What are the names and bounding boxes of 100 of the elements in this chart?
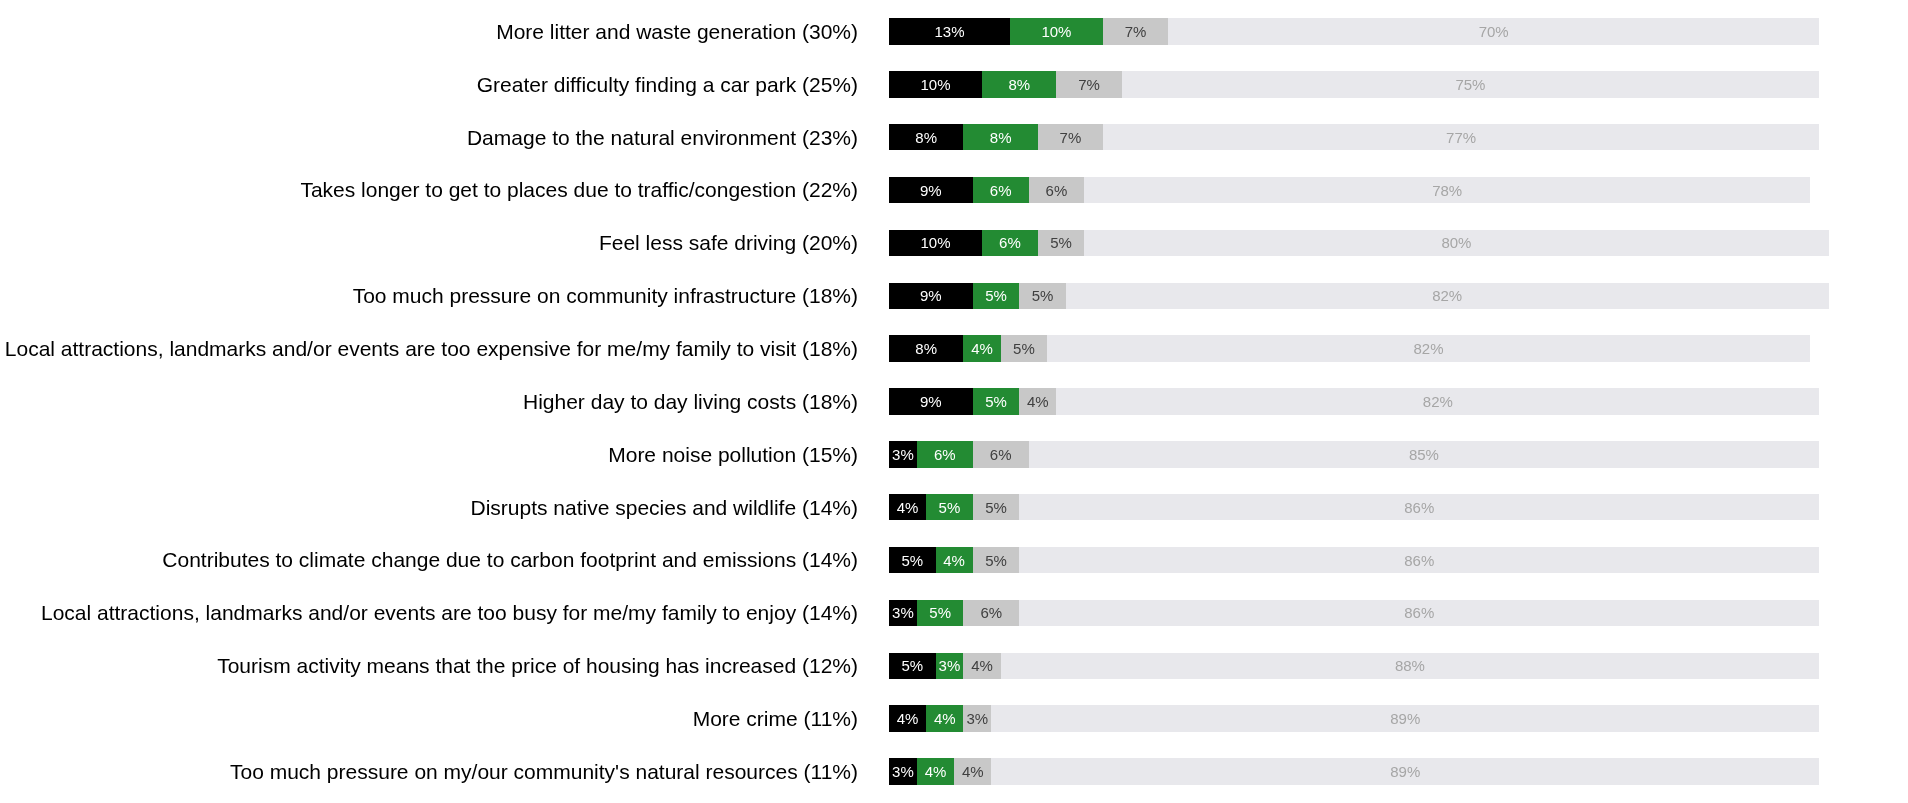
data-label: 7% <box>1078 75 1100 93</box>
data-label: 70% <box>1478 22 1509 40</box>
data-label: 5% <box>901 551 924 569</box>
y-tick-label: More crime (11%) <box>692 707 858 731</box>
y-tick-label: Too much pressure on community infrastructure (18%) <box>352 284 858 308</box>
data-label: 5% <box>929 604 952 622</box>
data-label: 4% <box>933 710 956 728</box>
data-label: 82% <box>1413 340 1444 358</box>
bar <box>1000 652 1820 680</box>
data-label: 5% <box>1013 340 1035 358</box>
data-label: 9% <box>920 287 942 305</box>
y-tick-label: Tourism activity means that the price of housing has increased (12%) <box>217 654 858 678</box>
bar <box>1009 18 1103 45</box>
bar <box>1102 18 1169 45</box>
data-label: 6% <box>1045 181 1068 199</box>
data-label: 4% <box>1026 393 1049 410</box>
bar <box>889 176 973 204</box>
y-tick-label: More litter and waste generation (30%) <box>496 19 858 43</box>
data-label: 4% <box>896 498 919 516</box>
bar <box>1084 229 1829 257</box>
data-label: 89% <box>1390 710 1421 728</box>
data-label: 6% <box>933 445 956 463</box>
data-label: 3% <box>966 710 989 728</box>
data-label: 7% <box>1059 128 1082 146</box>
bar <box>1065 282 1829 309</box>
data-label: 88% <box>1394 657 1425 675</box>
data-label: 13% <box>934 22 965 40</box>
data-label: 3% <box>938 657 961 675</box>
y-tick-label: Greater difficulty finding a car park (25%) <box>476 72 858 96</box>
bar <box>916 441 973 468</box>
y-tick-label: Takes longer to get to places due to traffic/congestion (22%) <box>300 178 858 202</box>
bar <box>982 71 1057 98</box>
data-label: 5% <box>938 498 961 516</box>
bar <box>972 388 1020 415</box>
data-label: 4% <box>961 763 984 781</box>
data-label: 8% <box>1008 75 1031 93</box>
data-label: 4% <box>896 710 919 728</box>
bar <box>1000 335 1048 362</box>
data-label: 8% <box>989 128 1012 146</box>
bar <box>1037 123 1103 151</box>
bar <box>1121 71 1820 98</box>
bar <box>991 705 1820 732</box>
y-tick-label: Feel less safe driving (20%) <box>598 231 858 255</box>
bar <box>1084 176 1810 204</box>
bar <box>963 335 1001 362</box>
y-tick-label: Local attractions, landmarks and/or events are too busy for me/my family to enjoy (14%) <box>40 601 858 625</box>
data-label: 86% <box>1404 498 1435 516</box>
y-tick-label: Too much pressure on my/our community's natural resources (11%) <box>229 759 858 783</box>
bar <box>1028 441 1820 468</box>
data-label: 5% <box>985 393 1007 410</box>
data-label: 82% <box>1422 393 1453 410</box>
data-label: 5% <box>901 657 924 675</box>
bar <box>889 229 983 257</box>
bar <box>889 388 973 415</box>
data-label: 3% <box>892 445 914 463</box>
bar <box>889 282 973 309</box>
y-tick-label: Damage to the natural environment (23%) <box>466 125 858 149</box>
data-label: 6% <box>999 234 1021 252</box>
bar <box>972 441 1029 468</box>
bar <box>889 335 964 362</box>
data-label: 77% <box>1446 128 1477 146</box>
data-label: 82% <box>1432 287 1463 305</box>
y-tick-label: Local attractions, landmarks and/or events are too expensive for me/my family to visit (18%) <box>4 336 858 360</box>
data-label: 9% <box>920 181 942 199</box>
bar <box>1102 123 1820 151</box>
data-label: 86% <box>1404 604 1435 622</box>
data-label: 10% <box>1041 22 1072 40</box>
bar <box>889 71 983 98</box>
bar <box>1019 494 1820 521</box>
data-label: 80% <box>1441 234 1472 252</box>
data-label: 89% <box>1390 763 1421 781</box>
bar <box>1047 335 1810 362</box>
data-label: 85% <box>1408 445 1439 463</box>
data-label: 8% <box>915 128 938 146</box>
bar <box>991 758 1820 785</box>
data-label: 86% <box>1404 551 1435 569</box>
data-label: 7% <box>1124 22 1147 40</box>
data-label: 5% <box>985 287 1007 305</box>
data-label: 3% <box>892 763 914 781</box>
data-label: 75% <box>1455 75 1486 93</box>
bar <box>1056 71 1122 98</box>
data-label: 5% <box>985 498 1007 516</box>
bar <box>1056 388 1820 415</box>
data-label: 4% <box>971 657 993 675</box>
data-label: 4% <box>943 551 965 569</box>
data-label: 5% <box>1031 287 1054 305</box>
data-label: 9% <box>920 393 942 410</box>
bar <box>963 123 1038 151</box>
data-label: 6% <box>980 604 1003 622</box>
y-tick-label: Contributes to climate change due to carbon footprint and emissions (14%) <box>162 548 858 572</box>
data-label: 5% <box>1050 234 1072 252</box>
data-label: 8% <box>915 340 938 358</box>
data-label: 10% <box>920 234 951 252</box>
data-label: 6% <box>989 445 1012 463</box>
y-tick-label: Higher day to day living costs (18%) <box>523 389 858 413</box>
data-label: 3% <box>892 604 914 622</box>
bar <box>889 18 1010 45</box>
y-tick-label: Disrupts native species and wildlife (14%) <box>470 495 858 519</box>
bar <box>1019 546 1820 574</box>
bar <box>889 123 964 151</box>
